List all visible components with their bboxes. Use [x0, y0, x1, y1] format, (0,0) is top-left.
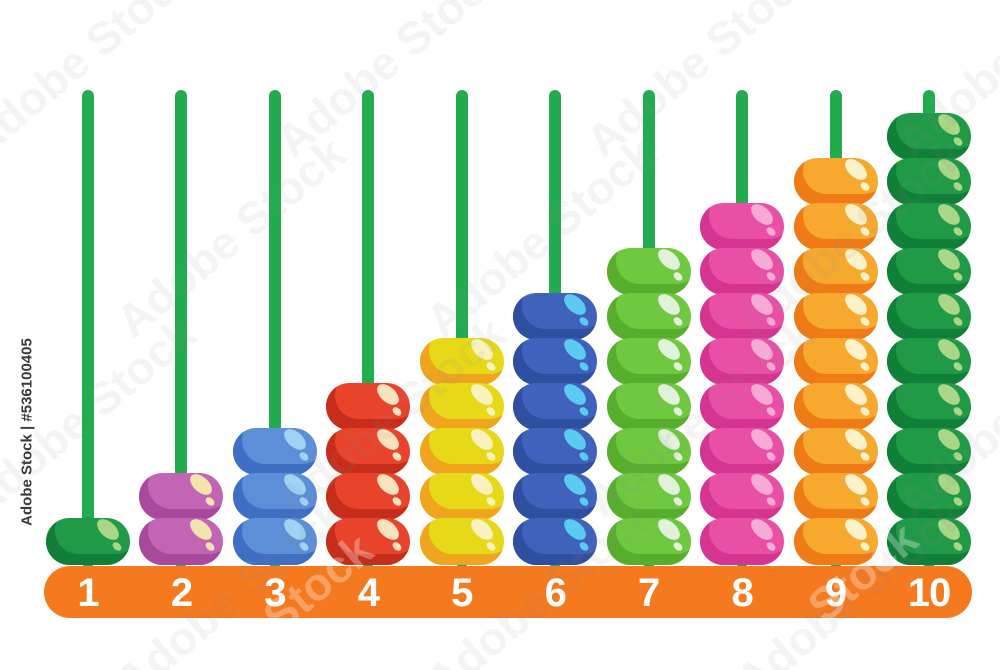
watermark-tile: Adobe Stock — [106, 126, 355, 348]
bead-rod10-10 — [886, 518, 971, 565]
bead-rod8-3 — [700, 293, 785, 340]
bead-rod7-5 — [606, 428, 691, 475]
bead-rod6-1 — [513, 293, 598, 340]
base-number-1: 1 — [77, 571, 99, 615]
base-number-10: 10 — [907, 571, 952, 615]
bead-rod7-2 — [606, 293, 691, 340]
bead-rod10-6 — [886, 338, 971, 385]
bead-rod4-2 — [326, 428, 411, 475]
bead-rod7-1 — [606, 248, 691, 295]
base-number-2: 2 — [170, 571, 193, 615]
bead-rod6-4 — [513, 428, 598, 475]
bead-rod7-3 — [606, 338, 691, 385]
bead-rod3-1 — [232, 428, 317, 475]
bead-rod9-5 — [793, 338, 878, 385]
bead-rod7-4 — [606, 383, 691, 430]
base-number-8: 8 — [731, 571, 753, 615]
bead-rod9-8 — [793, 473, 878, 520]
bead-rod5-2 — [419, 383, 504, 430]
bead-rod10-7 — [886, 383, 971, 430]
bead-rod5-3 — [419, 428, 504, 475]
bead-rod6-5 — [513, 473, 598, 520]
bead-rod8-8 — [700, 518, 785, 565]
bead-rod9-3 — [793, 248, 878, 295]
bead-rod4-3 — [326, 473, 411, 520]
bead-rod2-2 — [139, 518, 224, 565]
bead-rod9-2 — [793, 203, 878, 250]
bead-rod3-2 — [232, 473, 317, 520]
bead-rod4-4 — [326, 518, 411, 565]
watermark-tile: Adobe Stock — [576, 0, 825, 168]
bead-rod5-4 — [419, 473, 504, 520]
base-number-6: 6 — [544, 571, 567, 615]
bead-rod6-2 — [513, 338, 598, 385]
bead-rod5-1 — [419, 338, 504, 385]
bead-rod10-1 — [886, 113, 971, 160]
bead-rod8-4 — [700, 338, 785, 385]
bead-rod10-2 — [886, 158, 971, 205]
bead-rod9-1 — [793, 158, 878, 205]
bead-rod7-7 — [606, 518, 691, 565]
bead-rod10-9 — [886, 473, 971, 520]
bead-rod10-3 — [886, 203, 971, 250]
watermark-credit: Adobe Stock | #536100405 — [18, 338, 36, 526]
bead-rod6-6 — [513, 518, 598, 565]
base-number-3: 3 — [264, 571, 286, 615]
bead-rod9-7 — [793, 428, 878, 475]
bead-rod9-4 — [793, 293, 878, 340]
bead-rod8-5 — [700, 383, 785, 430]
bead-rod10-5 — [886, 293, 971, 340]
bead-rod6-3 — [513, 383, 598, 430]
abacus-rod-1 — [82, 90, 94, 568]
bead-rod8-7 — [700, 473, 785, 520]
bead-rod1-1 — [46, 518, 130, 565]
bead-rod5-5 — [419, 518, 504, 565]
bead-rod8-6 — [700, 428, 785, 475]
bead-rod9-6 — [793, 383, 878, 430]
abacus-rod-2 — [175, 90, 188, 568]
base-number-4: 4 — [357, 571, 380, 615]
watermark-tile: Adobe Stock — [266, 0, 515, 168]
base-number-5: 5 — [451, 571, 473, 615]
bead-rod10-8 — [886, 428, 971, 475]
bead-rod3-3 — [232, 518, 317, 565]
bead-rod9-9 — [793, 518, 878, 565]
bead-rod8-1 — [700, 203, 785, 250]
abacus-base-bar — [44, 566, 972, 618]
base-number-9: 9 — [824, 571, 847, 615]
base-number-7: 7 — [638, 571, 660, 615]
bead-rod10-4 — [886, 248, 971, 295]
bead-rod4-1 — [326, 383, 411, 430]
bead-rod8-2 — [700, 248, 785, 295]
bead-rod2-1 — [139, 473, 224, 520]
bead-rod7-6 — [606, 473, 691, 520]
